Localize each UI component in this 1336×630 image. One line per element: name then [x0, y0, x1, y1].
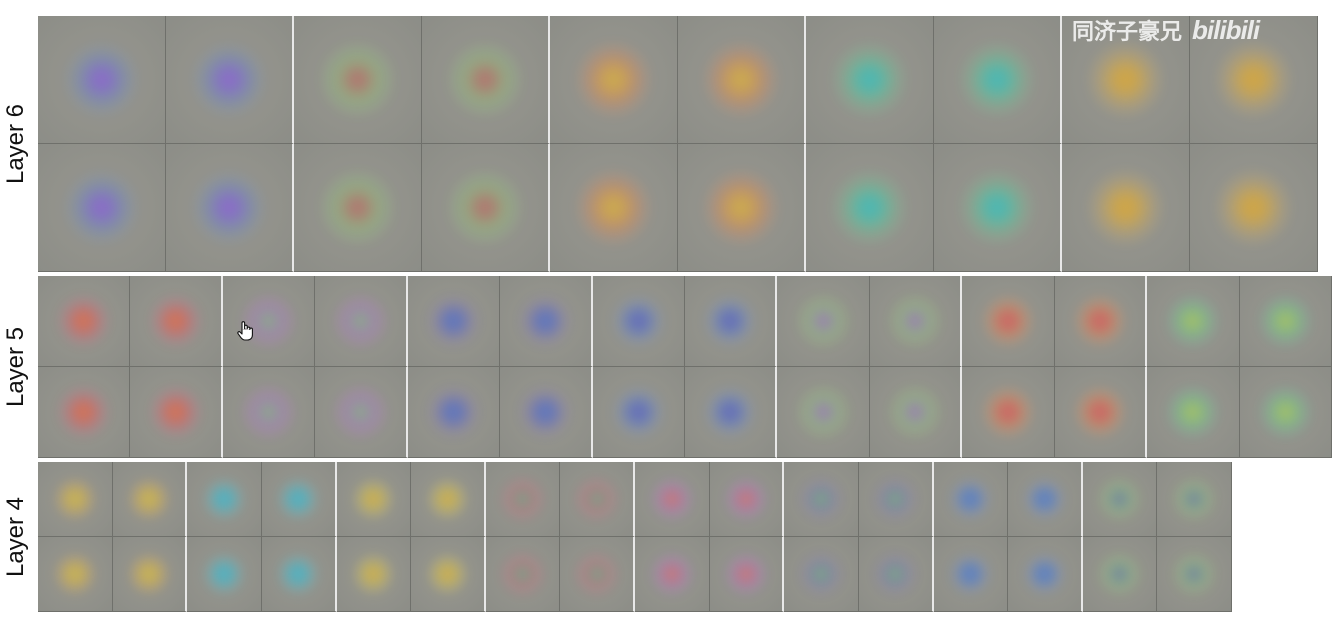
- feature-visualization-tile: [678, 144, 806, 272]
- hand-cursor-icon: [237, 321, 253, 341]
- feature-visualization-tile: [1008, 462, 1083, 537]
- feature-visualization-tile: [1157, 462, 1232, 537]
- layer-6-label: Layer 6: [2, 103, 29, 185]
- feature-visualization-tile: [1054, 367, 1148, 458]
- layer-5-grid: [38, 276, 1332, 458]
- watermark-text: 同济子豪兄: [1072, 19, 1183, 44]
- feature-visualization-tile: [678, 16, 806, 144]
- feature-visualization-tile: [166, 16, 294, 144]
- feature-visualization-tile: [422, 144, 550, 272]
- feature-visualization-tile: [592, 276, 685, 367]
- feature-visualization-tile: [1147, 276, 1240, 367]
- feature-visualization-tile: [38, 276, 131, 367]
- feature-visualization-tile: [1147, 367, 1240, 458]
- feature-visualization-tile: [777, 367, 870, 458]
- layer-label: Layer 4: [0, 462, 32, 612]
- feature-visualization-tile: [1062, 144, 1190, 272]
- feature-visualization-tile: [1008, 537, 1083, 612]
- feature-visualization-tile: [1239, 367, 1332, 458]
- feature-visualization-tile: [336, 537, 412, 612]
- feature-visualization-tile: [38, 462, 113, 537]
- feature-visualization-tile: [1062, 16, 1190, 144]
- layer-4-grid: [38, 462, 1232, 612]
- feature-visualization-tile: [294, 144, 422, 272]
- feature-visualization-tile: [635, 537, 710, 612]
- bilibili-logo: bilibili: [1192, 14, 1260, 45]
- feature-visualization-tile: [784, 462, 859, 537]
- feature-visualization-tile: [550, 144, 678, 272]
- layer-6-grid: [38, 16, 1318, 272]
- feature-visualization-tile: [422, 16, 550, 144]
- feature-visualization-tile: [1157, 537, 1232, 612]
- feature-visualization-tile: [784, 537, 859, 612]
- feature-visualization-tile: [1239, 276, 1332, 367]
- feature-visualization-tile: [130, 367, 223, 458]
- feature-visualization-tile: [315, 367, 408, 458]
- feature-visualization-tile: [560, 462, 635, 537]
- feature-visualization-tile: [500, 276, 593, 367]
- feature-visualization-tile: [261, 462, 337, 537]
- feature-visualization-tile: [294, 16, 422, 144]
- feature-visualization-tile: [933, 462, 1009, 537]
- feature-visualization-tile: [261, 537, 337, 612]
- layer-label: Layer 6: [0, 16, 32, 272]
- feature-visualization-tile: [1082, 462, 1158, 537]
- feature-visualization-tile: [934, 144, 1062, 272]
- feature-visualization-tile: [1190, 144, 1318, 272]
- feature-visualization-tile: [869, 276, 963, 367]
- feature-visualization-tile: [222, 367, 316, 458]
- feature-visualization-tile: [130, 276, 223, 367]
- feature-visualization-tile: [592, 367, 685, 458]
- feature-visualization-tile: [411, 537, 486, 612]
- feature-visualization-tile: [858, 462, 934, 537]
- layer-5-label: Layer 5: [2, 326, 29, 408]
- feature-visualization-tile: [1054, 276, 1148, 367]
- feature-visualization-tile: [187, 537, 262, 612]
- feature-visualization-tile: [685, 367, 778, 458]
- feature-visualization-tile: [933, 537, 1009, 612]
- feature-visualization-tile: [962, 367, 1055, 458]
- feature-visualization-tile: [709, 462, 785, 537]
- feature-visualization-tile: [709, 537, 785, 612]
- feature-visualization-tile: [635, 462, 710, 537]
- feature-visualization-tile: [38, 16, 166, 144]
- feature-visualization-tile: [1082, 537, 1158, 612]
- feature-visualization-tile: [315, 276, 408, 367]
- feature-visualization-tile: [407, 276, 501, 367]
- feature-visualization-tile: [962, 276, 1055, 367]
- feature-visualization-tile: [485, 537, 561, 612]
- feature-visualization-tile: [336, 462, 412, 537]
- feature-visualization-tile: [222, 276, 316, 367]
- feature-visualization-tile: [550, 16, 678, 144]
- layer-label: Layer 5: [0, 276, 32, 458]
- feature-visualization-tile: [777, 276, 870, 367]
- feature-visualization-tile: [500, 367, 593, 458]
- feature-visualization-tile: [485, 462, 561, 537]
- feature-visualization-tile: [38, 144, 166, 272]
- feature-visualization-tile: [411, 462, 486, 537]
- layer-4-label: Layer 4: [2, 496, 29, 578]
- feature-visualization-tile: [112, 537, 188, 612]
- feature-visualization-tile: [38, 537, 113, 612]
- feature-visualization-tile: [560, 537, 635, 612]
- feature-visualization-tile: [112, 462, 188, 537]
- feature-visualization-tile: [806, 16, 934, 144]
- feature-visualization-tile: [187, 462, 262, 537]
- feature-visualization-tile: [166, 144, 294, 272]
- feature-visualization-tile: [407, 367, 501, 458]
- feature-visualization-tile: [38, 367, 131, 458]
- watermark: 同济子豪兄 bilibili: [1072, 14, 1260, 46]
- feature-visualization-tile: [806, 144, 934, 272]
- feature-visualization-tile: [858, 537, 934, 612]
- feature-visualization-tile: [685, 276, 778, 367]
- feature-visualization-tile: [869, 367, 963, 458]
- feature-visualization-tile: [1190, 16, 1318, 144]
- feature-visualization-tile: [934, 16, 1062, 144]
